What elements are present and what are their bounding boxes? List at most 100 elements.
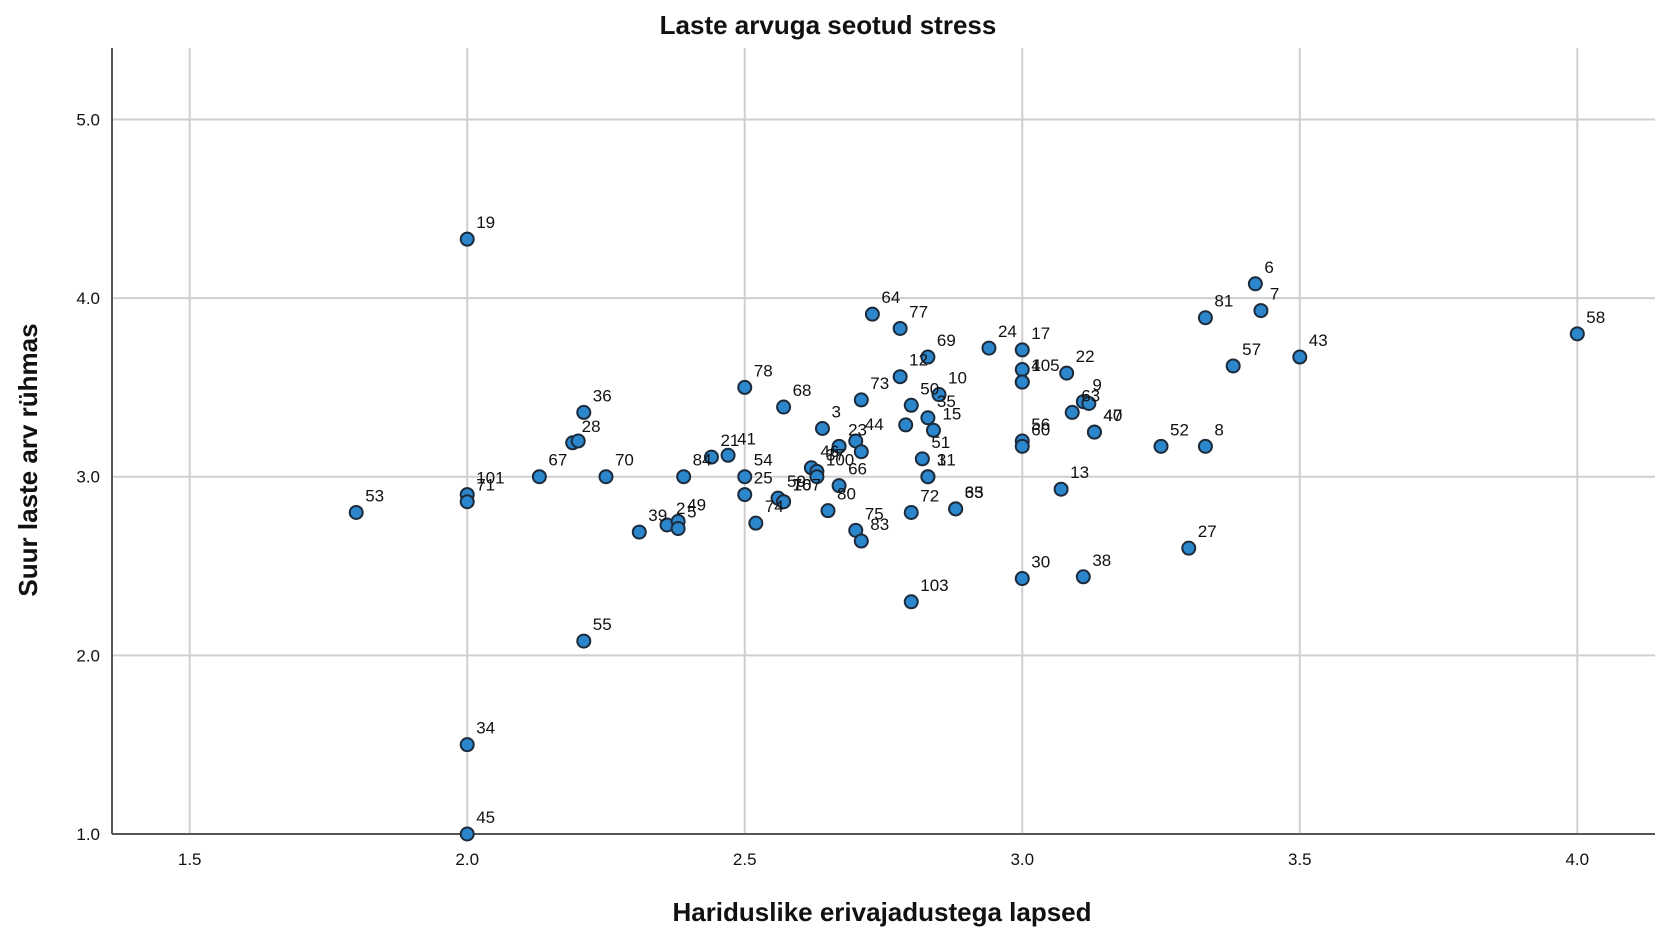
data-point	[459, 826, 475, 842]
data-point	[598, 469, 614, 485]
data-point-label: 36	[593, 386, 612, 405]
data-point-label: 63	[1081, 386, 1100, 405]
x-tick-label: 3.0	[1010, 850, 1034, 869]
data-point-label: 45	[476, 808, 495, 827]
data-point-label: 6	[1264, 258, 1273, 277]
data-point-label: 7	[1270, 285, 1279, 304]
data-point-label: 10	[948, 369, 967, 388]
data-point-label: 64	[881, 288, 900, 307]
data-point	[1197, 438, 1213, 454]
data-point	[531, 469, 547, 485]
data-point	[814, 420, 830, 436]
data-point	[1247, 276, 1263, 292]
data-point-label: 46	[820, 442, 839, 461]
data-point	[776, 494, 792, 510]
data-point	[676, 469, 692, 485]
data-point-label: 47	[1103, 406, 1122, 425]
data-point-label: 40	[1103, 406, 1122, 425]
y-tick-label: 1.0	[76, 825, 100, 844]
data-point-layer	[348, 231, 1585, 842]
data-point	[576, 633, 592, 649]
data-point	[1181, 540, 1197, 556]
data-point	[1225, 358, 1241, 374]
data-point	[925, 422, 941, 438]
data-point-label: 83	[870, 515, 889, 534]
data-point-label: 50	[920, 379, 939, 398]
data-point-label: 103	[920, 576, 948, 595]
data-point	[1253, 303, 1269, 319]
data-point-label: 55	[593, 615, 612, 634]
data-point	[903, 397, 919, 413]
data-point-label: 84	[693, 451, 712, 470]
data-point-label: 76	[793, 476, 812, 495]
data-point-label: 39	[648, 506, 667, 525]
data-point	[1014, 342, 1030, 358]
data-point-label: 81	[1214, 292, 1233, 311]
data-point	[631, 524, 647, 540]
data-point-label: 65	[965, 483, 984, 502]
data-point	[920, 410, 936, 426]
data-point	[892, 369, 908, 385]
data-point	[703, 449, 719, 465]
data-point-label: 54	[754, 451, 773, 470]
y-tick-label: 2.0	[76, 646, 100, 665]
data-point	[853, 392, 869, 408]
data-point-label: 37	[826, 445, 845, 464]
data-point	[1075, 569, 1091, 585]
data-point	[981, 340, 997, 356]
data-point-label: 49	[687, 495, 706, 514]
data-point-label: 35	[937, 392, 956, 411]
data-point-label: 57	[1242, 340, 1261, 359]
data-point-label: 31	[937, 451, 956, 470]
data-point-label: 53	[365, 486, 384, 505]
data-point	[1086, 424, 1102, 440]
data-point-label: 4	[1031, 356, 1040, 375]
data-point	[820, 503, 836, 519]
data-point-label: 51	[931, 433, 950, 452]
data-point	[1569, 326, 1585, 342]
data-point-label: 101	[476, 469, 504, 488]
y-axis-title: Suur laste arv rühmas	[13, 323, 43, 596]
data-point	[853, 533, 869, 549]
data-point	[903, 594, 919, 610]
data-point	[748, 515, 764, 531]
data-point-label: 78	[754, 361, 773, 380]
data-point	[1292, 349, 1308, 365]
data-point-label: 17	[1031, 324, 1050, 343]
y-tick-label: 3.0	[76, 468, 100, 487]
x-tick-label: 2.5	[733, 850, 757, 869]
y-tick-label: 4.0	[76, 289, 100, 308]
data-point	[576, 404, 592, 420]
data-point-label: 58	[1586, 308, 1605, 327]
data-point	[737, 487, 753, 503]
data-point	[737, 469, 753, 485]
data-point-label: 69	[937, 331, 956, 350]
data-point-label: 44	[865, 415, 884, 434]
data-point-label: 9	[1092, 376, 1101, 395]
data-point	[898, 417, 914, 433]
chart-title: Laste arvuga seotud stress	[660, 10, 997, 40]
data-point-label: 1	[937, 451, 946, 470]
data-point-label: 75	[865, 504, 884, 523]
data-point	[459, 737, 475, 753]
data-point-label: 52	[1170, 420, 1189, 439]
x-tick-label: 2.0	[455, 850, 479, 869]
grid-layer	[112, 48, 1655, 835]
data-point-label: 60	[1031, 420, 1050, 439]
data-point	[1053, 481, 1069, 497]
data-point	[1014, 362, 1030, 378]
x-axis-title: Hariduslike erivajadustega lapsed	[672, 897, 1091, 927]
data-point	[459, 494, 475, 510]
data-point	[948, 501, 964, 517]
data-point-label: 3	[831, 402, 840, 421]
data-point	[864, 306, 880, 322]
data-point-label: 34	[476, 719, 495, 738]
data-point-label: 33	[965, 483, 984, 502]
axis-layer	[111, 48, 1655, 835]
data-point-label: 13	[1070, 463, 1089, 482]
data-point	[1059, 365, 1075, 381]
data-point-label: 77	[909, 302, 928, 321]
data-point	[570, 433, 586, 449]
